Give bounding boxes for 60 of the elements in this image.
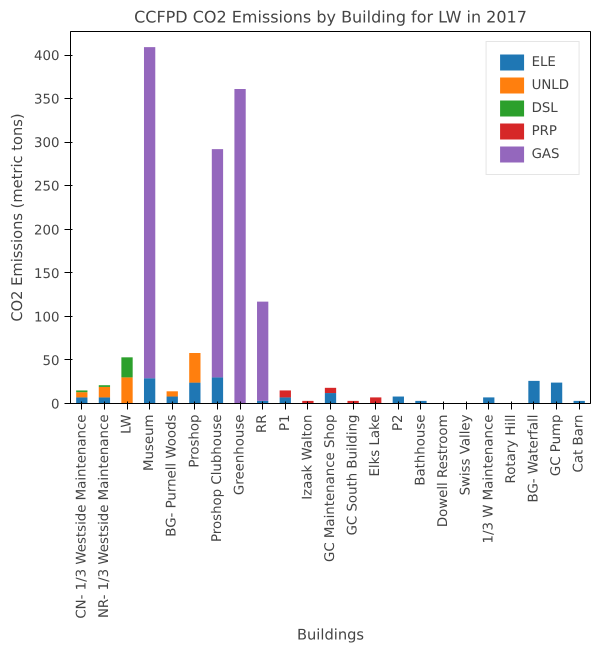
x-tick-label: LW xyxy=(120,414,135,434)
x-tick-label: BG- Waterfall xyxy=(526,414,542,502)
bar xyxy=(189,352,200,383)
y-tick-label: 200 xyxy=(34,223,60,238)
y-tick-label: 150 xyxy=(34,266,60,282)
bar xyxy=(166,391,178,397)
x-tick-label: Izaak Walton xyxy=(300,414,316,500)
bar xyxy=(212,377,224,404)
x-tick-label: NR- 1/3 Westside Maintenance xyxy=(96,414,112,618)
x-axis-title: Buildings xyxy=(296,626,364,644)
legend-label: ELE xyxy=(532,54,556,70)
x-tick-label: GC South Building xyxy=(346,414,361,536)
bar xyxy=(121,357,133,378)
x-tick-label: Rotary Hill xyxy=(504,414,519,484)
x-tick-label: Dowell Restroom xyxy=(436,414,452,528)
bar xyxy=(257,302,268,401)
bar xyxy=(144,378,156,404)
x-tick-label: GC Maintenance Shop xyxy=(323,414,338,562)
legend-label: PRP xyxy=(532,124,557,138)
chart-title: CCFPD CO2 Emissions by Building for LW in 2017 xyxy=(134,8,527,26)
x-tick-label: P1 xyxy=(278,414,293,432)
bar xyxy=(76,392,88,398)
bar xyxy=(144,47,156,378)
y-tick-label: 300 xyxy=(34,136,60,152)
x-tick-label: Museum xyxy=(142,414,158,472)
y-tick-label: 100 xyxy=(34,310,60,326)
legend-label: UNLD xyxy=(532,78,569,92)
y-tick-label: 50 xyxy=(42,354,60,369)
y-tick-label: 350 xyxy=(34,92,60,108)
bar xyxy=(98,386,110,398)
bar xyxy=(234,89,246,404)
x-tick-label: Greenhouse xyxy=(232,414,248,496)
x-tick-label: 1/3 W Maintenance xyxy=(481,414,496,544)
x-tick-label: GC Pump xyxy=(549,414,564,476)
bar xyxy=(324,393,336,404)
bar xyxy=(280,390,291,398)
bar xyxy=(189,382,200,404)
bar xyxy=(324,388,336,394)
x-tick-label: Proshop Clubhouse xyxy=(210,414,225,542)
bar xyxy=(528,380,540,404)
bar xyxy=(212,149,224,378)
legend-label: GAS xyxy=(532,146,560,162)
x-tick-label: BG- Purnell Woods xyxy=(164,414,180,537)
x-tick-label: RR xyxy=(255,414,270,434)
x-tick-label: P2 xyxy=(390,414,406,432)
x-tick-label: Proshop xyxy=(187,414,202,468)
x-tick-label: Cat Barn xyxy=(572,414,587,472)
y-tick-label: 0 xyxy=(51,398,60,412)
legend-label: DSL xyxy=(532,100,558,116)
x-tick-label: Swiss Valley xyxy=(458,414,474,496)
x-tick-label: Elks Lake xyxy=(368,414,384,477)
bar xyxy=(550,382,562,404)
bar xyxy=(166,396,178,404)
bar xyxy=(121,377,133,404)
x-tick-label: CN- 1/3 Westside Maintenance xyxy=(74,414,90,619)
y-tick-label: 250 xyxy=(34,180,60,195)
bar xyxy=(392,396,404,404)
x-tick-label: Bathhouse xyxy=(413,414,428,486)
y-tick-label: 400 xyxy=(34,49,60,64)
y-axis-title: CO2 Emissions (metric tons) xyxy=(9,113,26,322)
